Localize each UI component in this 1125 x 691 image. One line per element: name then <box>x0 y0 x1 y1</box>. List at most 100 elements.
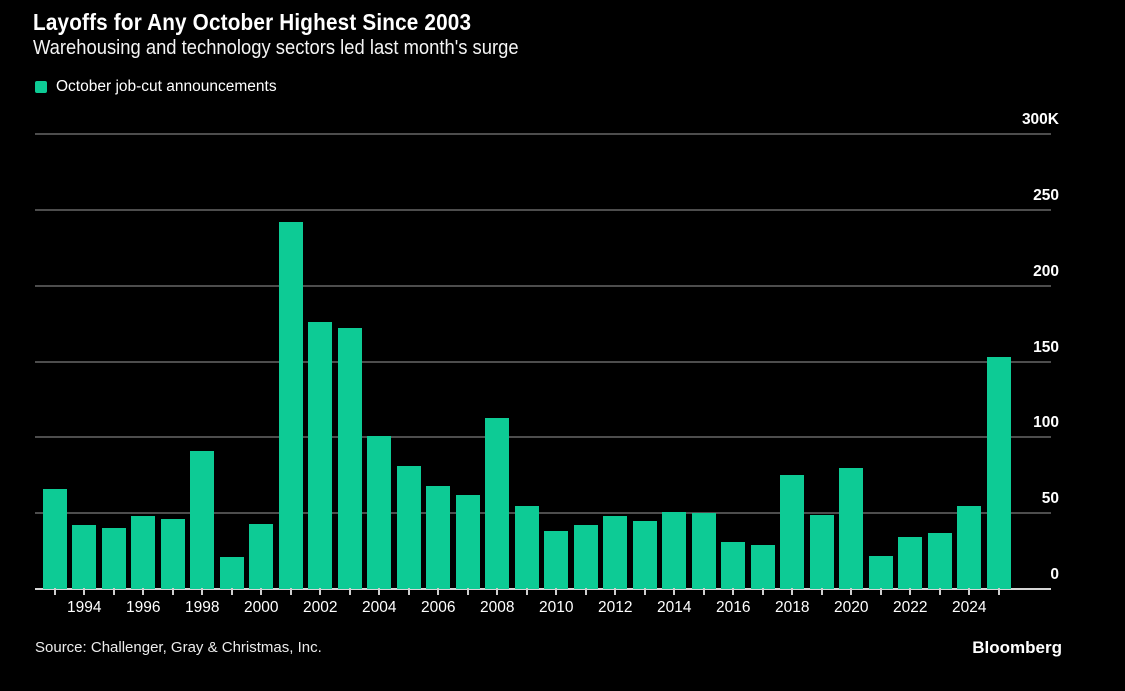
y-gridline <box>35 512 1051 514</box>
bar-2017 <box>750 545 775 589</box>
x-axis-tick-label: 2008 <box>480 599 515 616</box>
x-axis-tick <box>732 588 735 595</box>
bar-2006 <box>426 486 451 589</box>
x-axis-tick <box>909 588 912 595</box>
x-axis-tick <box>171 588 174 595</box>
bar-2016 <box>721 542 746 589</box>
x-axis-tick-label: 2006 <box>421 599 456 616</box>
x-axis-tick-label: 2000 <box>244 599 279 616</box>
x-axis-tick-label: 2014 <box>657 599 692 616</box>
y-axis-tick-label: 300K <box>1021 111 1059 128</box>
x-axis-tick <box>673 588 676 595</box>
bar-1997 <box>160 519 185 589</box>
x-axis-tick <box>938 588 941 595</box>
bar-2012 <box>603 516 628 589</box>
x-axis-tick <box>555 588 558 595</box>
x-axis-tick <box>879 588 882 595</box>
bar-1995 <box>101 528 126 589</box>
y-gridline <box>35 436 1051 438</box>
bar-2007 <box>455 495 480 589</box>
bar-1996 <box>131 516 156 589</box>
x-axis-tick <box>496 588 499 595</box>
x-axis-tick <box>643 588 646 595</box>
x-axis-tick-label: 1996 <box>126 599 161 616</box>
y-axis-tick-label: 0 <box>1050 566 1059 583</box>
y-axis-tick-label: 150 <box>1033 339 1059 356</box>
x-axis-tick-label: 2010 <box>539 599 574 616</box>
bar-2011 <box>573 525 598 589</box>
bar-2014 <box>662 512 687 589</box>
x-axis-tick <box>260 588 263 595</box>
x-axis-tick <box>584 588 587 595</box>
y-axis-tick-label: 200 <box>1033 263 1059 280</box>
bloomberg-logo: Bloomberg <box>972 638 1062 657</box>
y-gridline <box>35 285 1051 287</box>
bar-2024 <box>957 506 982 589</box>
x-axis-tick-label: 2016 <box>716 599 751 616</box>
x-axis-tick <box>997 588 1000 595</box>
y-axis-tick-label: 100 <box>1033 414 1059 431</box>
x-axis-tick <box>525 588 528 595</box>
y-gridline <box>35 133 1051 135</box>
bar-2021 <box>868 556 893 589</box>
bar-2010 <box>544 531 569 589</box>
bar-2003 <box>337 328 362 589</box>
legend: October job-cut announcements <box>35 79 277 94</box>
x-axis-tick <box>820 588 823 595</box>
x-axis-tick <box>348 588 351 595</box>
x-axis-tick-label: 2022 <box>893 599 928 616</box>
x-axis-tick-label: 2004 <box>362 599 397 616</box>
x-axis-tick-label: 2024 <box>952 599 987 616</box>
x-axis-tick-label: 1994 <box>67 599 102 616</box>
x-axis-tick <box>614 588 617 595</box>
x-axis-tick <box>83 588 86 595</box>
bar-2005 <box>396 466 421 589</box>
y-gridline <box>35 361 1051 363</box>
chart-title: Layoffs for Any October Highest Since 20… <box>33 9 472 35</box>
x-axis-tick <box>968 588 971 595</box>
bar-2015 <box>691 513 716 589</box>
bar-2022 <box>898 537 923 589</box>
bar-2025 <box>986 357 1011 589</box>
x-axis-tick <box>466 588 469 595</box>
y-axis-tick-label: 250 <box>1033 187 1059 204</box>
bar-1999 <box>219 557 244 589</box>
bar-2001 <box>278 222 303 589</box>
bar-2002 <box>308 322 333 589</box>
x-axis-tick <box>289 588 292 595</box>
bar-1998 <box>190 451 215 589</box>
source-note: Source: Challenger, Gray & Christmas, In… <box>35 639 322 656</box>
bar-2023 <box>927 533 952 589</box>
x-axis-tick-label: 2002 <box>303 599 338 616</box>
bar-2000 <box>249 524 274 589</box>
x-axis-line <box>35 588 1051 590</box>
y-gridline <box>35 209 1051 211</box>
bar-1994 <box>72 525 97 589</box>
x-axis-tick <box>201 588 204 595</box>
x-axis-tick-label: 2020 <box>834 599 869 616</box>
x-axis-tick <box>142 588 145 595</box>
x-axis-tick <box>791 588 794 595</box>
x-axis-tick-label: 2012 <box>598 599 633 616</box>
bar-2004 <box>367 436 392 589</box>
x-axis-tick <box>850 588 853 595</box>
x-axis-tick-label: 2018 <box>775 599 810 616</box>
bar-2008 <box>485 418 510 589</box>
bar-2019 <box>809 515 834 589</box>
bar-2018 <box>780 475 805 589</box>
legend-swatch-icon <box>35 81 47 93</box>
x-axis-tick <box>437 588 440 595</box>
x-axis-tick <box>53 588 56 595</box>
x-axis-tick <box>761 588 764 595</box>
bar-1993 <box>42 489 67 589</box>
bar-2013 <box>632 521 657 589</box>
chart-subtitle: Warehousing and technology sectors led l… <box>33 37 519 59</box>
bar-2020 <box>839 468 864 589</box>
x-axis-tick-label: 1998 <box>185 599 220 616</box>
x-axis-tick <box>112 588 115 595</box>
x-axis-tick <box>230 588 233 595</box>
y-axis-tick-label: 50 <box>1041 490 1059 507</box>
x-axis-tick <box>319 588 322 595</box>
